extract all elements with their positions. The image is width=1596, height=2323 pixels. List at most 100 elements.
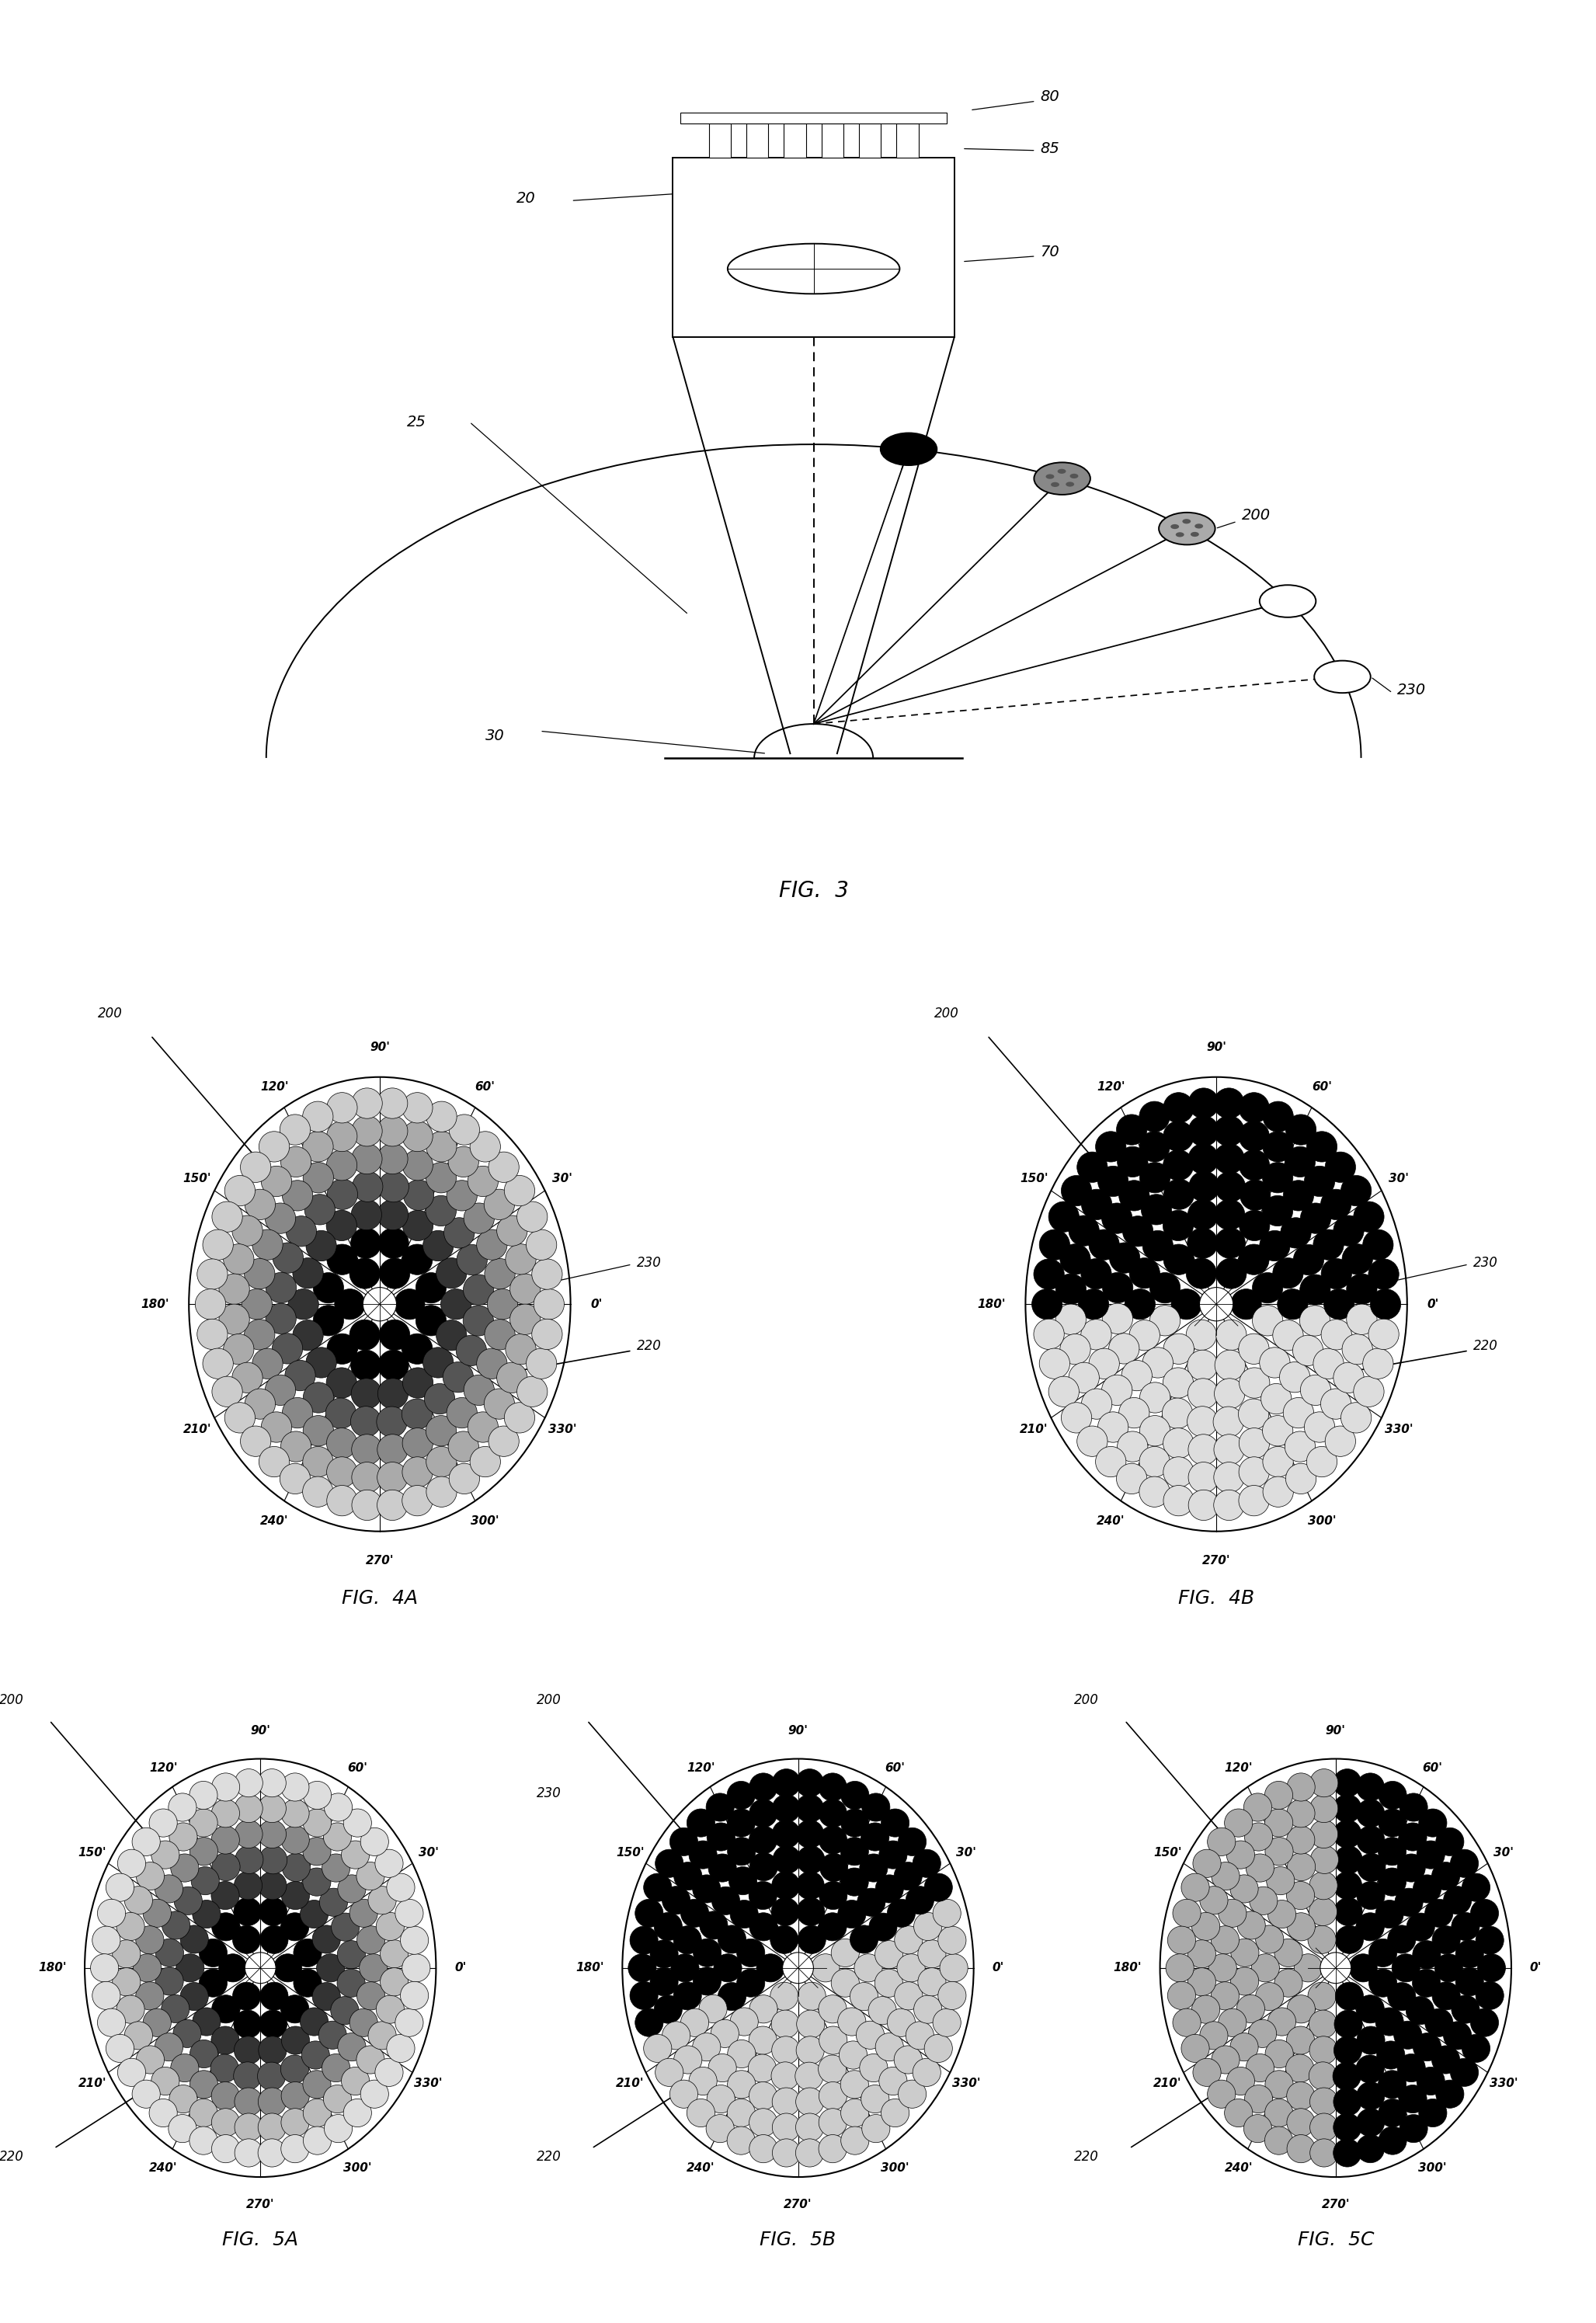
Circle shape (356, 2047, 385, 2074)
Circle shape (1310, 1819, 1337, 1849)
Text: 200: 200 (934, 1006, 959, 1020)
Circle shape (798, 1982, 825, 2009)
Circle shape (259, 1768, 286, 1798)
Circle shape (1286, 1826, 1315, 1854)
Circle shape (1168, 1926, 1195, 1954)
Circle shape (262, 1166, 292, 1196)
Circle shape (211, 1882, 239, 1910)
Circle shape (1262, 1415, 1293, 1445)
Text: 200: 200 (536, 1693, 562, 1707)
Text: FIG.  5B: FIG. 5B (760, 2230, 836, 2249)
Text: 30': 30' (1389, 1173, 1409, 1185)
Circle shape (1357, 1882, 1385, 1910)
Circle shape (1055, 1273, 1087, 1303)
Circle shape (1288, 1854, 1315, 1882)
Circle shape (289, 1289, 319, 1319)
Circle shape (796, 2009, 825, 2037)
Circle shape (361, 1828, 388, 1856)
Circle shape (1412, 2033, 1441, 2061)
Circle shape (1358, 1854, 1385, 1882)
Circle shape (670, 1828, 697, 1856)
Circle shape (302, 2042, 329, 2070)
Circle shape (259, 2139, 286, 2167)
Circle shape (1285, 1431, 1315, 1461)
Circle shape (662, 1886, 689, 1914)
Circle shape (377, 1912, 404, 1940)
Circle shape (718, 1926, 745, 1954)
Circle shape (282, 1854, 310, 1882)
Text: 270': 270' (1202, 1554, 1231, 1566)
Circle shape (1082, 1189, 1112, 1220)
Circle shape (402, 1245, 433, 1275)
Circle shape (709, 2054, 736, 2081)
Circle shape (324, 2114, 353, 2142)
Circle shape (171, 2054, 200, 2081)
Circle shape (729, 1900, 758, 1928)
Circle shape (1347, 1303, 1377, 1336)
Text: 30: 30 (485, 729, 504, 743)
Circle shape (1215, 1115, 1245, 1145)
Circle shape (1310, 1844, 1339, 1875)
Circle shape (1186, 1259, 1216, 1289)
Text: 150': 150' (184, 1173, 211, 1185)
Circle shape (358, 1982, 385, 2009)
Text: 120': 120' (686, 1763, 715, 1775)
Circle shape (327, 1429, 358, 1459)
Circle shape (1170, 525, 1179, 530)
Circle shape (195, 1289, 225, 1319)
Circle shape (1304, 1412, 1334, 1443)
Circle shape (1283, 1398, 1314, 1429)
Circle shape (1238, 1429, 1269, 1459)
Circle shape (375, 1849, 404, 1877)
Circle shape (918, 1940, 946, 1968)
Circle shape (749, 2135, 777, 2163)
Circle shape (169, 1824, 198, 1851)
Circle shape (1412, 1875, 1441, 1903)
Circle shape (1243, 2114, 1272, 2142)
Circle shape (1192, 1995, 1219, 2023)
Circle shape (447, 1180, 477, 1210)
Circle shape (1470, 2009, 1499, 2037)
Circle shape (1323, 1289, 1355, 1319)
Circle shape (484, 1389, 514, 1419)
Circle shape (1117, 1463, 1148, 1494)
Circle shape (155, 2033, 184, 2061)
Circle shape (1224, 2100, 1253, 2128)
Circle shape (212, 1201, 243, 1231)
Circle shape (1342, 1333, 1373, 1364)
Text: 90': 90' (370, 1041, 389, 1052)
Circle shape (404, 1180, 434, 1210)
Circle shape (136, 1982, 164, 2009)
Circle shape (857, 1889, 886, 1916)
Circle shape (1462, 2035, 1491, 2063)
Circle shape (124, 2021, 153, 2049)
Circle shape (1417, 1840, 1444, 1868)
Circle shape (1357, 1800, 1384, 1828)
Circle shape (488, 1152, 519, 1182)
Circle shape (1238, 1333, 1269, 1364)
Circle shape (377, 1115, 407, 1145)
Circle shape (423, 1231, 453, 1261)
Circle shape (1163, 1429, 1194, 1459)
Circle shape (1406, 1995, 1435, 2026)
Circle shape (300, 1900, 329, 1928)
Circle shape (819, 1800, 847, 1828)
Circle shape (887, 2009, 916, 2037)
Text: 330': 330' (1489, 2077, 1518, 2088)
Circle shape (402, 1368, 433, 1398)
Circle shape (1231, 2033, 1258, 2061)
Circle shape (350, 1319, 380, 1350)
Circle shape (335, 1289, 365, 1319)
Circle shape (1080, 1259, 1111, 1289)
Circle shape (190, 2070, 219, 2098)
Circle shape (1119, 1398, 1149, 1429)
Circle shape (1082, 1389, 1112, 1419)
Circle shape (235, 1768, 263, 1798)
Circle shape (322, 1854, 350, 1882)
Circle shape (1436, 1828, 1464, 1856)
Circle shape (772, 2114, 800, 2142)
Circle shape (415, 1273, 447, 1303)
Circle shape (860, 2054, 887, 2081)
Circle shape (401, 1926, 428, 1954)
Circle shape (1211, 2047, 1240, 2074)
